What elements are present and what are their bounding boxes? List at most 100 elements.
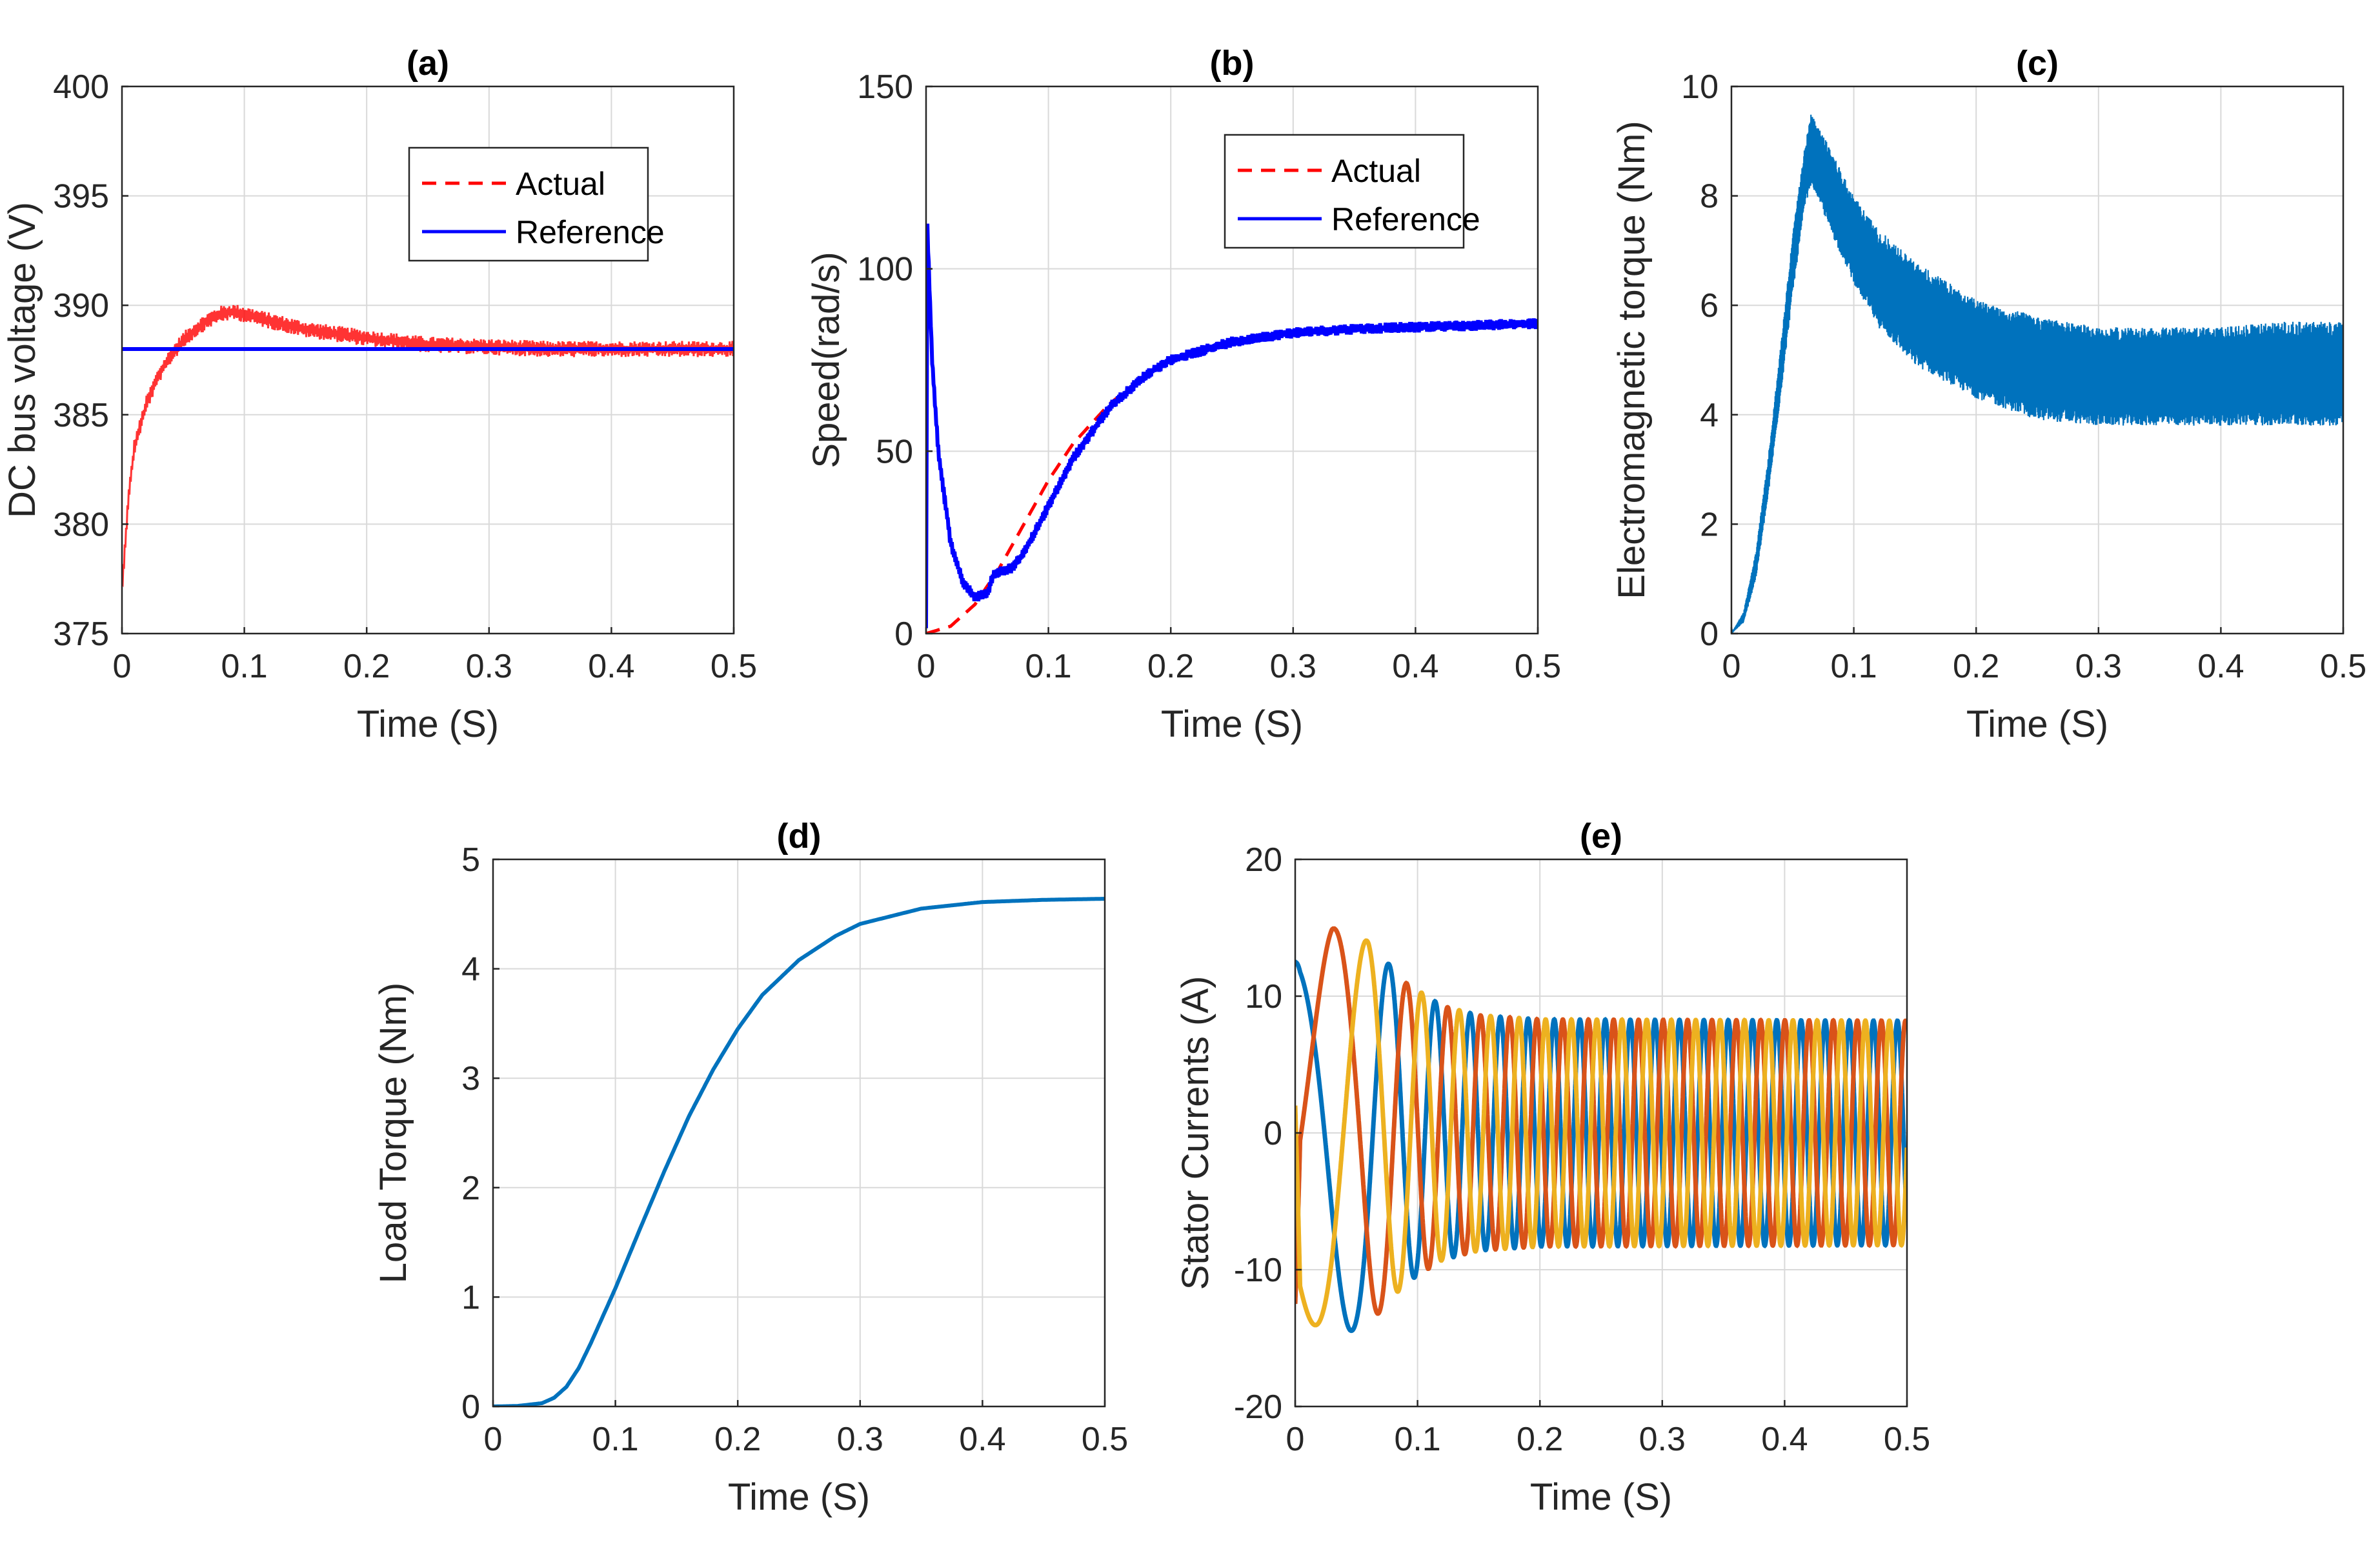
x-tick-label: 0.4	[588, 648, 634, 685]
x-tick-label: 0.5	[2320, 648, 2366, 685]
x-axis-label: Time (S)	[1161, 703, 1303, 745]
axes-box	[925, 85, 1539, 635]
x-tick-label: 0.5	[1082, 1421, 1128, 1458]
x-tick-label: 0.1	[592, 1421, 638, 1458]
data-layer	[122, 305, 734, 588]
chart-title: (d)	[777, 817, 822, 856]
y-tick-label: -10	[1234, 1252, 1282, 1289]
y-tick-label: -20	[1234, 1388, 1282, 1426]
x-tick-label: 0.5	[1515, 648, 1561, 685]
chart-c: 0 0.1 0.2 0.3 0.4 0.5 0 2 4 6 8 10 (c) Time (S) Electr…	[1611, 44, 2366, 745]
x-tick-label: 0.2	[1517, 1421, 1563, 1458]
y-tick-label: 5	[461, 841, 480, 879]
series-line-Te	[1731, 114, 2343, 634]
series-line-tl	[493, 897, 1105, 1406]
axes-box	[1730, 85, 2345, 635]
axes-box	[492, 858, 1106, 1408]
phase-current-3	[1295, 938, 1907, 1328]
y-axis-label: DC bus voltage (V)	[1, 202, 43, 518]
y-axis-label: Electromagnetic torque (Nm)	[1611, 121, 1653, 599]
y-tick-label: 150	[857, 68, 913, 106]
y-tick-label: 375	[53, 615, 109, 653]
x-tick-label: 0.3	[1270, 648, 1316, 685]
legend-label-reference: Reference	[516, 214, 665, 250]
y-tick-label: 4	[461, 951, 480, 988]
chart-title: (c)	[2016, 44, 2059, 83]
y-tick-label: 3	[461, 1060, 480, 1097]
x-tick-label: 0.3	[1639, 1421, 1686, 1458]
x-tick-label: 0	[113, 648, 132, 685]
y-tick-label: 0	[1264, 1115, 1282, 1152]
y-tick-label: 1	[461, 1279, 480, 1316]
legend-label-reference: Reference	[1331, 201, 1480, 237]
y-tick-label: 0	[1700, 615, 1719, 653]
x-tick-label: 0.3	[837, 1421, 883, 1458]
data-layer	[1295, 926, 1907, 1334]
chart-a: 0 0.1 0.2 0.3 0.4 0.5 375 380 385 390 395 400 (a) Tim…	[1, 44, 757, 745]
axes-box	[121, 85, 735, 635]
x-tick-label: 0.3	[2075, 648, 2122, 685]
x-tick-label: 0.2	[1953, 648, 1999, 685]
y-tick-label: 2	[1700, 506, 1719, 543]
y-tick-label: 400	[53, 68, 109, 106]
data-layer	[493, 897, 1105, 1406]
chart-title: (e)	[1580, 817, 1622, 856]
y-tick-label: 10	[1245, 978, 1282, 1016]
x-axis-label: Time (S)	[1966, 703, 2108, 745]
phase-current-2	[1295, 926, 1907, 1316]
legend: Actual Reference	[408, 146, 665, 262]
y-tick-label: 390	[53, 287, 109, 325]
x-tick-label: 0.2	[343, 648, 390, 685]
data-layer	[1731, 114, 2343, 634]
y-tick-label: 395	[53, 178, 109, 215]
y-tick-label: 20	[1245, 841, 1282, 879]
chart-d: 0 0.1 0.2 0.3 0.4 0.5 0 1 2 3 4 5 (d) Time (S) Load To…	[372, 817, 1128, 1518]
y-tick-label: 0	[461, 1388, 480, 1426]
y-axis-label: Load Torque (Nm)	[372, 983, 414, 1283]
x-tick-label: 0.2	[714, 1421, 761, 1458]
plot-area	[493, 859, 1105, 1406]
x-axis-label: Time (S)	[1530, 1476, 1672, 1518]
chart-title: (b)	[1210, 44, 1255, 83]
y-tick-label: 8	[1700, 178, 1719, 215]
x-tick-label: 0.1	[1025, 648, 1071, 685]
y-tick-label: 100	[857, 251, 913, 288]
series-line-actual	[122, 305, 734, 588]
legend-label-actual: Actual	[1331, 153, 1421, 189]
x-tick-label: 0	[917, 648, 936, 685]
y-tick-label: 380	[53, 506, 109, 543]
series-line-reference	[926, 223, 1538, 628]
legend-label-actual: Actual	[516, 166, 605, 202]
legend: Actual Reference	[1224, 134, 1480, 249]
y-tick-label: 50	[876, 433, 913, 470]
x-tick-label: 0	[1722, 648, 1741, 685]
x-tick-label: 0.1	[221, 648, 267, 685]
y-axis-label: Stator Currents (A)	[1175, 976, 1216, 1290]
y-tick-label: 0	[894, 615, 913, 653]
x-tick-label: 0	[484, 1421, 503, 1458]
chart-title: (a)	[407, 44, 449, 83]
x-tick-label: 0.4	[1392, 648, 1438, 685]
y-tick-label: 4	[1700, 397, 1719, 434]
y-tick-label: 10	[1681, 68, 1719, 106]
chart-b: 0 0.1 0.2 0.3 0.4 0.5 0 50 100 150 (b) Time (S) Spee…	[805, 44, 1561, 745]
x-tick-label: 0.1	[1394, 1421, 1440, 1458]
y-tick-label: 385	[53, 397, 109, 434]
x-tick-label: 0.2	[1147, 648, 1194, 685]
x-tick-label: 0.5	[1884, 1421, 1930, 1458]
legend-box	[408, 146, 649, 262]
y-tick-label: 2	[461, 1170, 480, 1207]
legend-box	[1224, 134, 1465, 249]
x-tick-label: 0.4	[1761, 1421, 1808, 1458]
y-tick-label: 6	[1700, 287, 1719, 325]
x-tick-label: 0.3	[466, 648, 512, 685]
y-axis-label: Speed(rad/s)	[805, 252, 847, 468]
x-tick-label: 0.5	[711, 648, 757, 685]
x-axis-label: Time (S)	[357, 703, 499, 745]
x-tick-label: 0.1	[1830, 648, 1877, 685]
x-axis-label: Time (S)	[728, 1476, 870, 1518]
x-tick-label: 0	[1286, 1421, 1305, 1458]
x-tick-label: 0.4	[959, 1421, 1005, 1458]
chart-e: 0 0.1 0.2 0.3 0.4 0.5 -20 -10 0 10 20 (e) Time (S) St…	[1175, 817, 1930, 1518]
